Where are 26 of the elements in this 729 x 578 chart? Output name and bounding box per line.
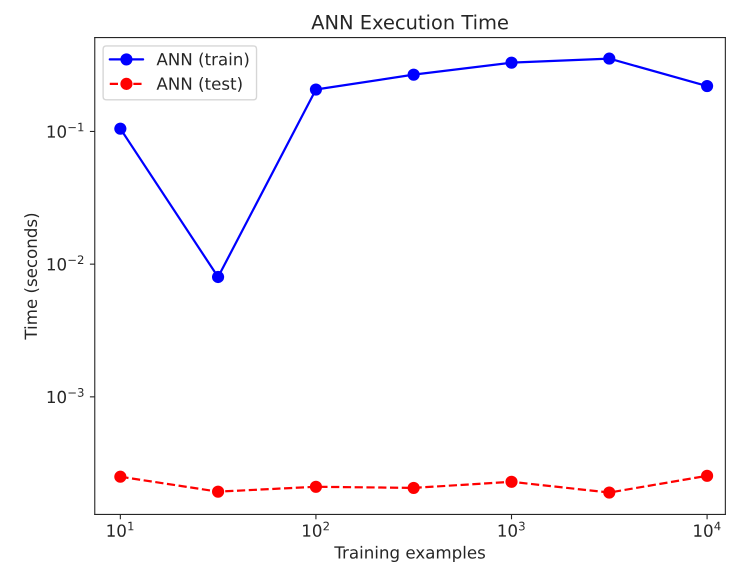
- y-tick-label: 10$^{−2}$: [48, 255, 84, 271]
- point: [603, 486, 616, 499]
- point: [310, 480, 322, 493]
- point: [408, 482, 420, 494]
- x-tick-label: 10$^{3}$: [498, 522, 525, 537]
- x-tick-label: 10$^{4}$: [694, 522, 721, 537]
- y-tick-label: 10$^{−1}$: [48, 122, 84, 138]
- point: [212, 270, 224, 284]
- point: [310, 83, 322, 96]
- point: [603, 52, 616, 65]
- x-tick-label: 10$^{2}$: [303, 522, 329, 537]
- point: [114, 122, 126, 135]
- x-tick-label: 10$^{1}$: [108, 522, 134, 537]
- point: [505, 476, 518, 488]
- point: [505, 56, 518, 69]
- x-axis-title: Training examples: [334, 546, 485, 562]
- chart-title: ANN Execution Time: [311, 14, 508, 30]
- point: [114, 470, 126, 483]
- point: [701, 80, 714, 92]
- point: [212, 486, 224, 498]
- point: [701, 470, 714, 482]
- y-tick-label: 10$^{−3}$: [48, 388, 84, 404]
- point: [408, 68, 420, 81]
- y-axis-title: Time (seconds): [24, 214, 40, 340]
- legend-label: ANN (train): [156, 52, 248, 68]
- legend-label: ANN (test): [156, 77, 242, 92]
